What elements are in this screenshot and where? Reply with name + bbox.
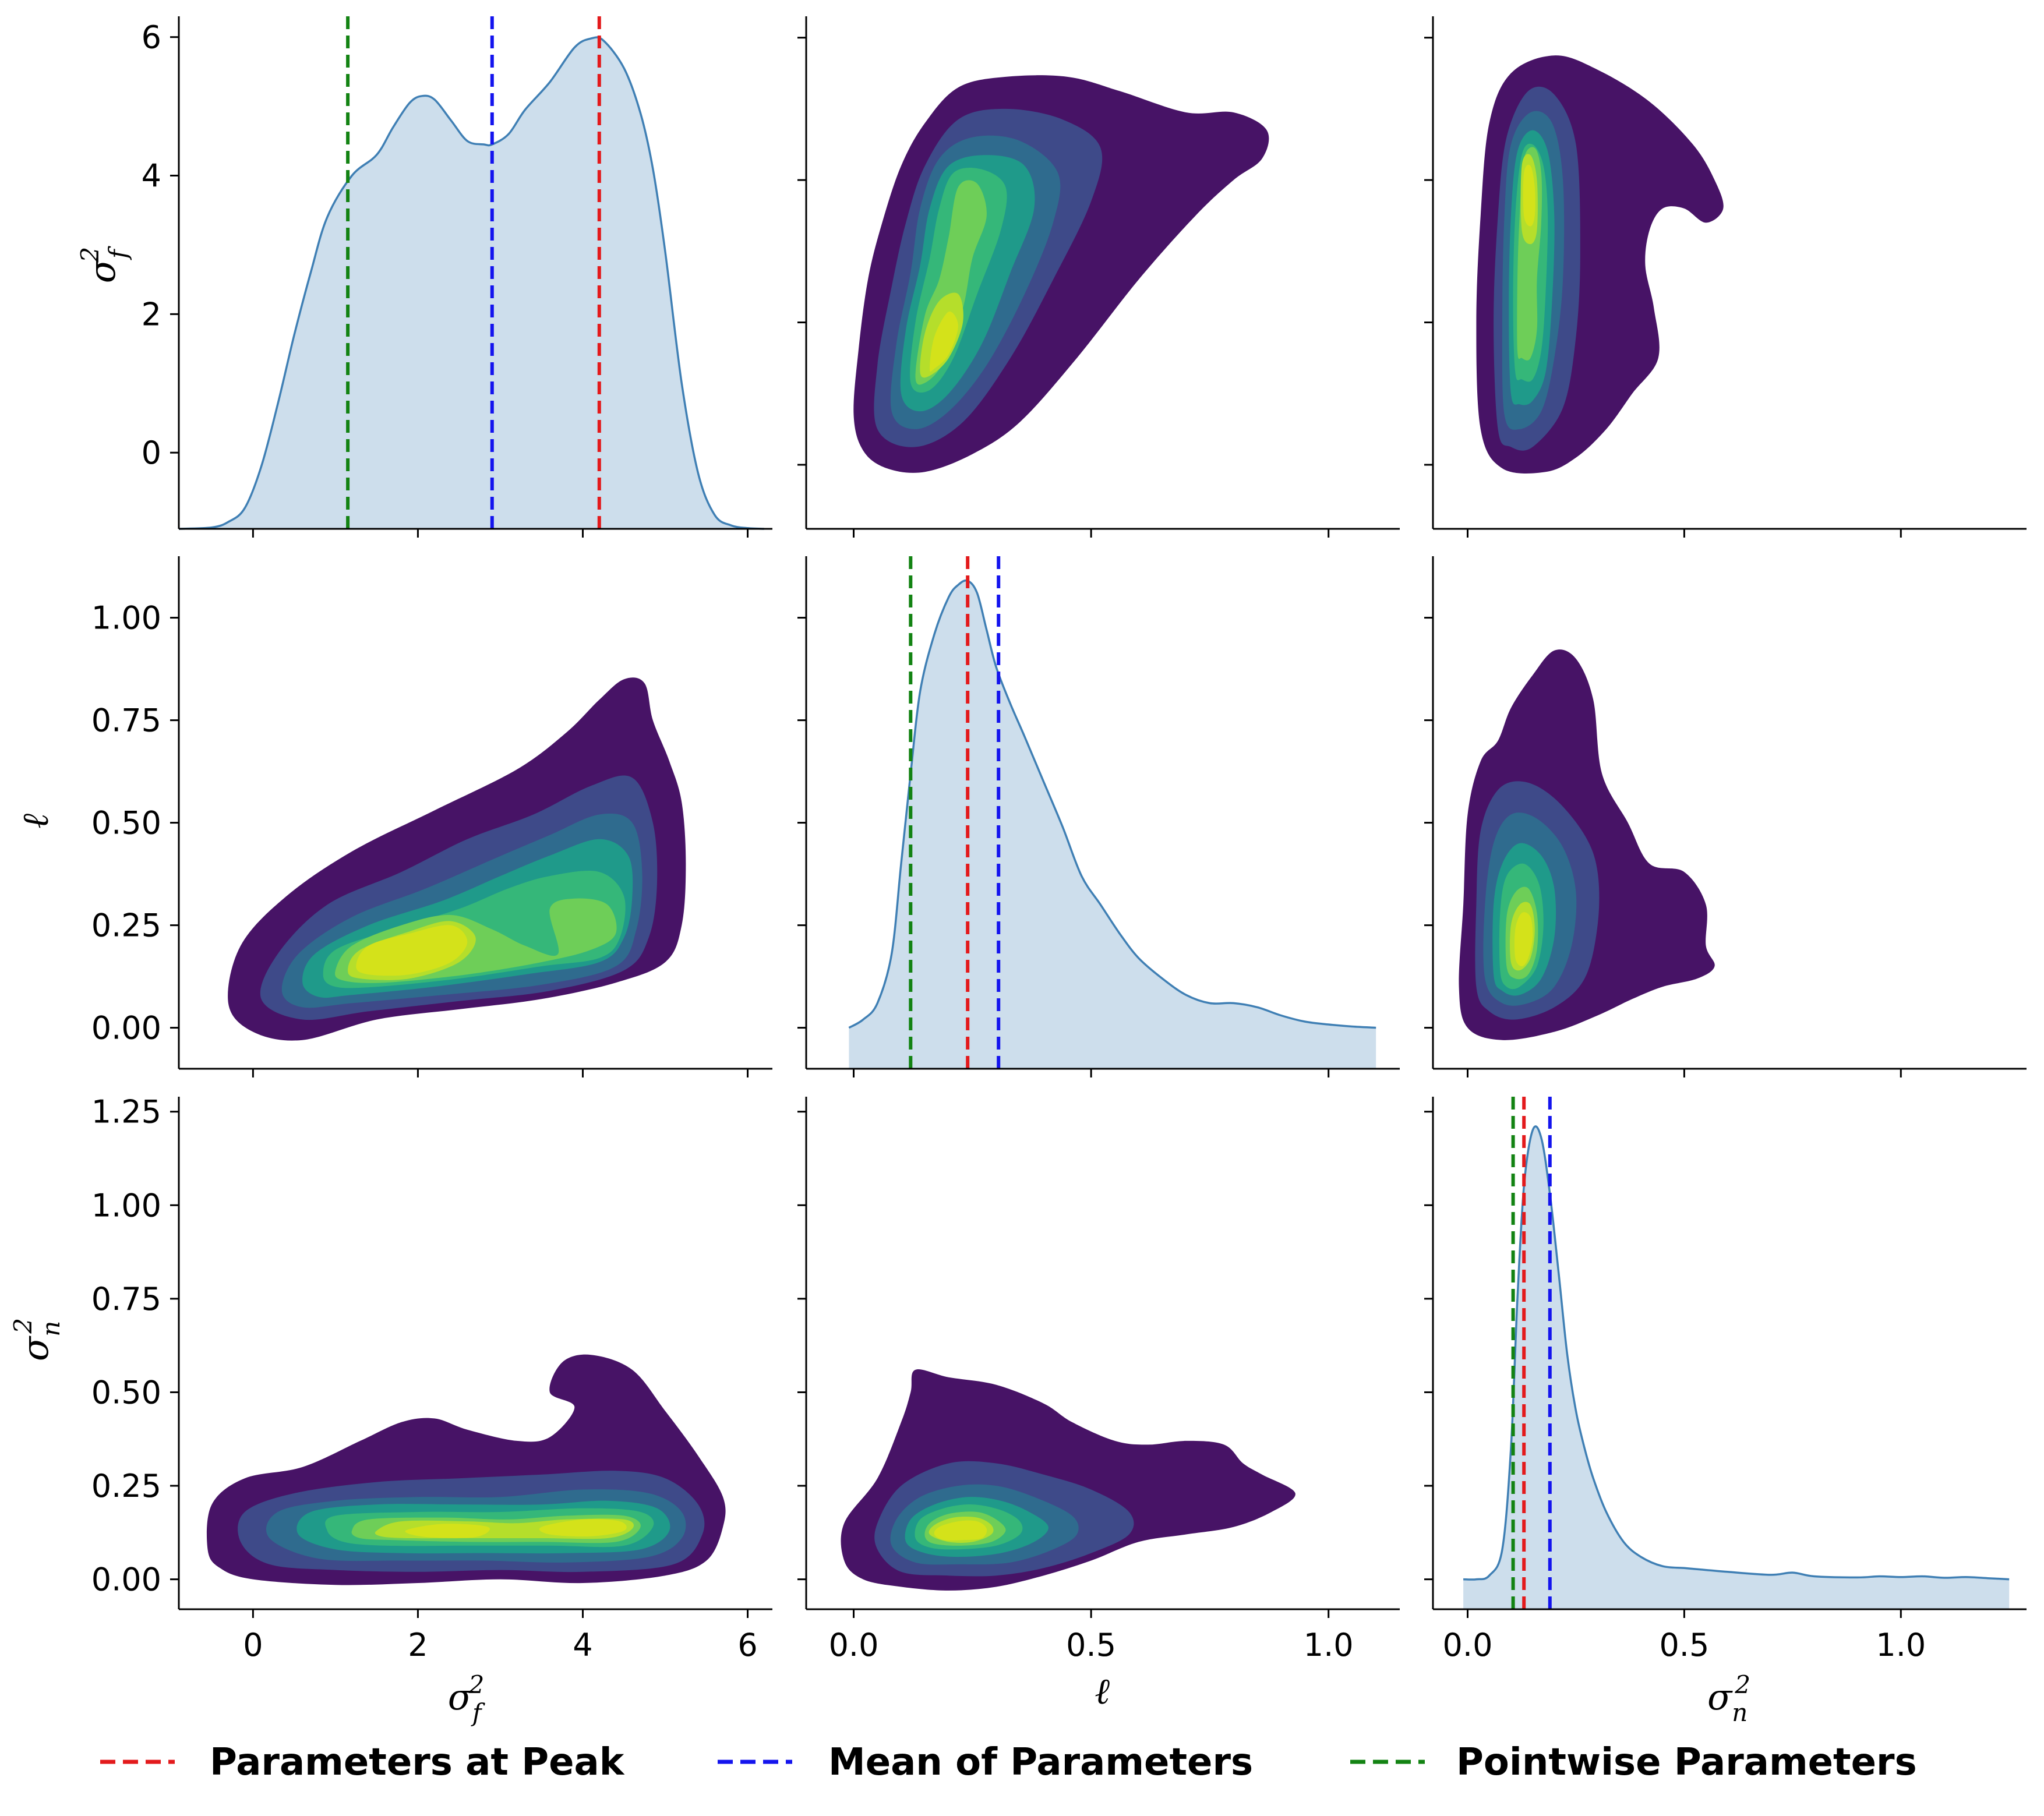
panel-r1-c1 xyxy=(797,556,1400,1077)
y-axis-label-row-0: σf2 xyxy=(76,246,132,283)
kde-level-7 xyxy=(934,1520,987,1541)
y-tick-label: 0.25 xyxy=(91,907,161,944)
marginal-curve-l xyxy=(848,579,1376,1029)
panel-r2-c1: 0.0 0.5 1.0 xyxy=(797,1097,1400,1663)
x-axis-label-col-1: ℓ xyxy=(1095,1670,1110,1712)
panel-r2-c2: 0.0 0.5 1.0 xyxy=(1424,1097,2027,1663)
panel-r1-c0: 0.00 0.25 0.50 0.75 1.00 xyxy=(91,556,772,1077)
kde-level-7 xyxy=(1523,164,1535,227)
x-tick-label: 0.5 xyxy=(1659,1627,1709,1663)
x-tick-label: 4 xyxy=(573,1627,592,1663)
x-tick-label: 0.0 xyxy=(1443,1627,1493,1663)
y-tick-label: 0.00 xyxy=(91,1010,161,1047)
x-tick-label: 0.0 xyxy=(829,1627,879,1663)
y-axis-label-row-1: ℓ xyxy=(14,814,57,829)
kde-level-7 xyxy=(356,925,468,976)
legend-label-mean: Mean of Parameters xyxy=(828,1741,1253,1784)
marginal-curve-sf xyxy=(178,36,764,530)
x-tick-label: 6 xyxy=(737,1627,757,1663)
marginal-curve-sn xyxy=(1463,1125,2010,1581)
y-tick-label: 2 xyxy=(142,296,161,333)
x-tick-label: 1.0 xyxy=(1304,1627,1354,1663)
y-tick-label: 4 xyxy=(142,158,161,195)
panel-r2-c0: 0 2 4 6 0.00 0.25 0.50 0.75 1.00 1.25 xyxy=(91,1094,772,1663)
y-tick-label: 0.75 xyxy=(91,702,161,739)
x-tick-label: 2 xyxy=(408,1627,428,1663)
y-tick-label: 0.25 xyxy=(91,1468,161,1504)
x-axis-label-col-2: σn2 xyxy=(1707,1670,1750,1727)
y-tick-label: 6 xyxy=(142,19,161,56)
marginal-fill-l xyxy=(849,580,1376,1069)
y-tick-label: 0.00 xyxy=(91,1561,161,1598)
legend-label-peak: Parameters at Peak xyxy=(210,1741,625,1784)
kde-level-7 xyxy=(1514,912,1533,966)
x-tick-label: 0.5 xyxy=(1066,1627,1116,1663)
legend-label-pointwise: Pointwise Parameters xyxy=(1456,1741,1917,1784)
legend-entry-peak: Parameters at Peak xyxy=(100,1741,625,1784)
x-tick-label: 1.0 xyxy=(1876,1627,1926,1663)
kde-level-7 xyxy=(405,1524,490,1538)
legend: Parameters at Peak Mean of Parameters Po… xyxy=(100,1741,1917,1784)
y-tick-label: 1.25 xyxy=(91,1094,161,1130)
panel-r1-c2 xyxy=(1424,556,2027,1077)
x-tick-label: 0 xyxy=(243,1627,263,1663)
marginal-fill-sn xyxy=(1463,1126,2010,1609)
y-tick-label: 0.75 xyxy=(91,1281,161,1317)
y-tick-label: 0.50 xyxy=(91,1374,161,1411)
legend-entry-pointwise: Pointwise Parameters xyxy=(1350,1741,1917,1784)
marginal-fill-sf xyxy=(179,37,764,529)
y-tick-label: 0.50 xyxy=(91,805,161,842)
kde-level-7 xyxy=(930,311,958,372)
panel-r0-c0: 0 2 4 6 xyxy=(142,16,772,538)
x-axis-label-col-0: σf2 xyxy=(448,1670,485,1727)
y-axis-label-row-2: σn2 xyxy=(9,1318,65,1361)
panel-r0-c1 xyxy=(797,16,1400,538)
y-tick-label: 1.00 xyxy=(91,1187,161,1224)
y-tick-label: 0 xyxy=(142,434,161,471)
legend-entry-mean: Mean of Parameters xyxy=(718,1741,1253,1784)
kde-level-8 xyxy=(539,1519,627,1537)
panel-r0-c2 xyxy=(1424,16,2027,538)
y-tick-label: 1.00 xyxy=(91,600,161,637)
